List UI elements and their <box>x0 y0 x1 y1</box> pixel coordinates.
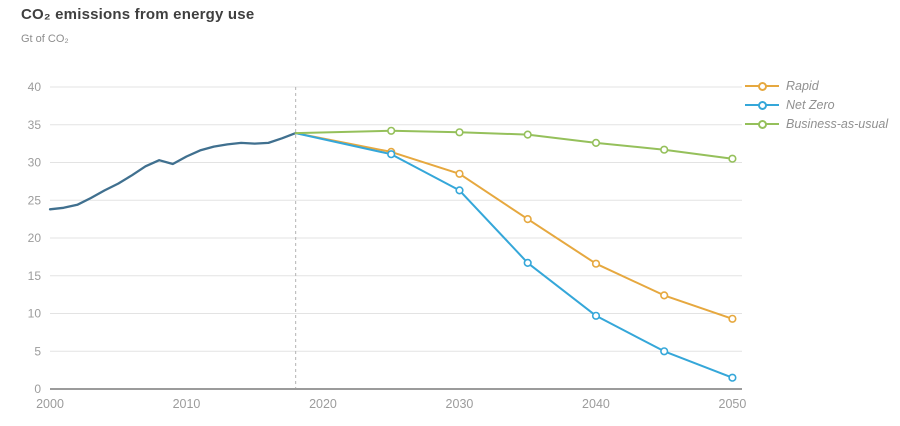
y-tick-label-10: 10 <box>28 307 42 321</box>
legend-item-business-as-usual: Business-as-usual <box>745 117 888 131</box>
legend-swatch-icon <box>745 98 779 112</box>
rapid-marker-2050 <box>728 314 737 323</box>
y-tick-label-35: 35 <box>28 118 42 132</box>
net-zero-line <box>294 132 734 379</box>
net-zero-marker-2040 <box>591 311 601 320</box>
business-as-usual-marker-2045 <box>660 145 669 154</box>
net-zero-marker-2025 <box>387 150 396 159</box>
y-tick-label-20: 20 <box>28 231 42 245</box>
business-as-usual-marker-2035 <box>523 130 532 139</box>
rapid-line <box>294 132 734 320</box>
history-line <box>48 131 297 211</box>
y-tick-label-5: 5 <box>34 344 41 358</box>
legend-label: Net Zero <box>786 98 835 112</box>
legend-swatch-icon <box>745 117 779 131</box>
y-tick-label-0: 0 <box>34 382 41 396</box>
legend-swatch-icon <box>745 79 779 93</box>
legend-marker-icon <box>758 101 767 110</box>
x-tick-label-2000: 2000 <box>36 397 64 411</box>
net-zero-marker-2030 <box>455 186 464 195</box>
rapid-marker-2045 <box>660 291 669 300</box>
net-zero-marker-2045 <box>660 347 669 356</box>
legend-marker-icon <box>758 82 767 91</box>
y-tick-label-30: 30 <box>28 156 42 170</box>
net-zero-marker-2035 <box>523 258 532 267</box>
legend-label: Rapid <box>786 79 819 93</box>
x-tick-label-2020: 2020 <box>309 397 337 411</box>
chart-legend: Rapid Net Zero Business-as-usual <box>745 79 888 136</box>
rapid-marker-2030 <box>455 169 464 178</box>
x-tick-label-2050: 2050 <box>719 397 747 411</box>
y-tick-label-15: 15 <box>28 269 42 283</box>
chart-units-label: Gt of CO₂ <box>21 33 69 45</box>
business-as-usual-line <box>294 129 734 160</box>
x-tick-label-2030: 2030 <box>446 397 474 411</box>
business-as-usual-marker-2030 <box>455 128 464 137</box>
y-tick-label-25: 25 <box>28 193 42 207</box>
emissions-line-chart: 0 5 10 15 20 25 30 35 40 2000 2010 2020 2030 2040 2050 <box>28 80 747 411</box>
legend-item-rapid: Rapid <box>745 79 888 93</box>
x-tick-label-2010: 2010 <box>173 397 201 411</box>
rapid-marker-2040 <box>591 259 601 268</box>
rapid-marker-2035 <box>523 215 532 224</box>
business-as-usual-marker-2040 <box>591 138 601 147</box>
chart-title: CO₂ emissions from energy use <box>21 6 255 23</box>
business-as-usual-marker-2025 <box>387 126 396 135</box>
y-tick-label-40: 40 <box>28 80 42 94</box>
legend-item-net-zero: Net Zero <box>745 98 888 112</box>
legend-label: Business-as-usual <box>786 117 889 131</box>
business-as-usual-marker-2050 <box>728 154 737 163</box>
net-zero-marker-2050 <box>728 373 737 382</box>
x-tick-label-2040: 2040 <box>582 397 610 411</box>
legend-marker-icon <box>758 120 767 129</box>
